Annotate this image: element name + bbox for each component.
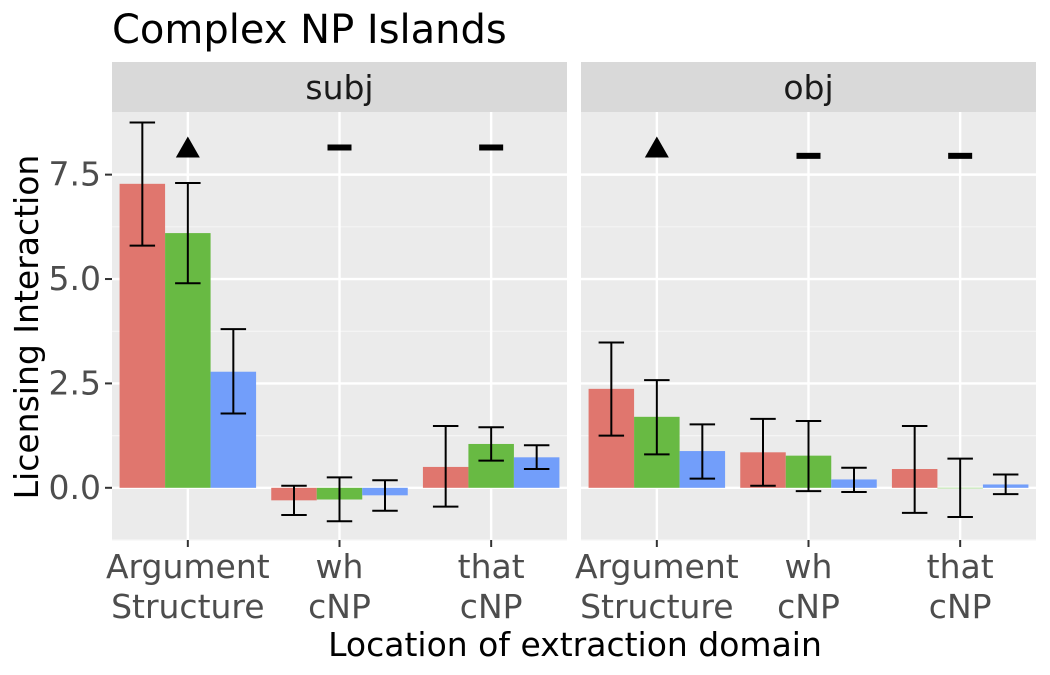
- significance-triangle: [644, 136, 669, 158]
- chart-panels: subjArgumentStructurewhcNPthatcNPobjArgu…: [49, 62, 1036, 626]
- x-tick-label: Structure: [111, 587, 265, 626]
- significance-dash: [796, 152, 821, 159]
- y-tick-label: 7.5: [49, 155, 101, 194]
- facet-strip: [581, 62, 1036, 112]
- x-tick-label: cNP: [929, 587, 992, 626]
- x-tick-label: Structure: [580, 587, 734, 626]
- y-tick-label: 0.0: [49, 468, 101, 507]
- x-tick-label: Argument: [575, 547, 739, 586]
- x-tick-label: cNP: [777, 587, 840, 626]
- chart-title: Complex NP Islands: [112, 7, 507, 53]
- significance-dash: [948, 152, 973, 159]
- facet-strip: [112, 62, 567, 112]
- x-tick-label: that: [458, 547, 525, 586]
- x-tick-label: wh: [785, 547, 833, 586]
- y-axis-title: Licensing Interaction: [7, 155, 46, 500]
- x-tick-label: cNP: [460, 587, 523, 626]
- y-tick-label: 5.0: [49, 259, 101, 298]
- y-tick-label: 2.5: [49, 363, 101, 402]
- significance-triangle: [175, 136, 200, 158]
- significance-dash: [327, 144, 352, 151]
- x-axis-title: Location of extraction domain: [328, 625, 822, 664]
- facet-label-obj: obj: [783, 68, 833, 107]
- x-tick-label: cNP: [308, 587, 371, 626]
- x-tick-label: wh: [316, 547, 364, 586]
- facet-label-subj: subj: [305, 68, 373, 107]
- significance-dash: [479, 144, 504, 151]
- x-tick-label: that: [927, 547, 994, 586]
- x-tick-label: Argument: [106, 547, 270, 586]
